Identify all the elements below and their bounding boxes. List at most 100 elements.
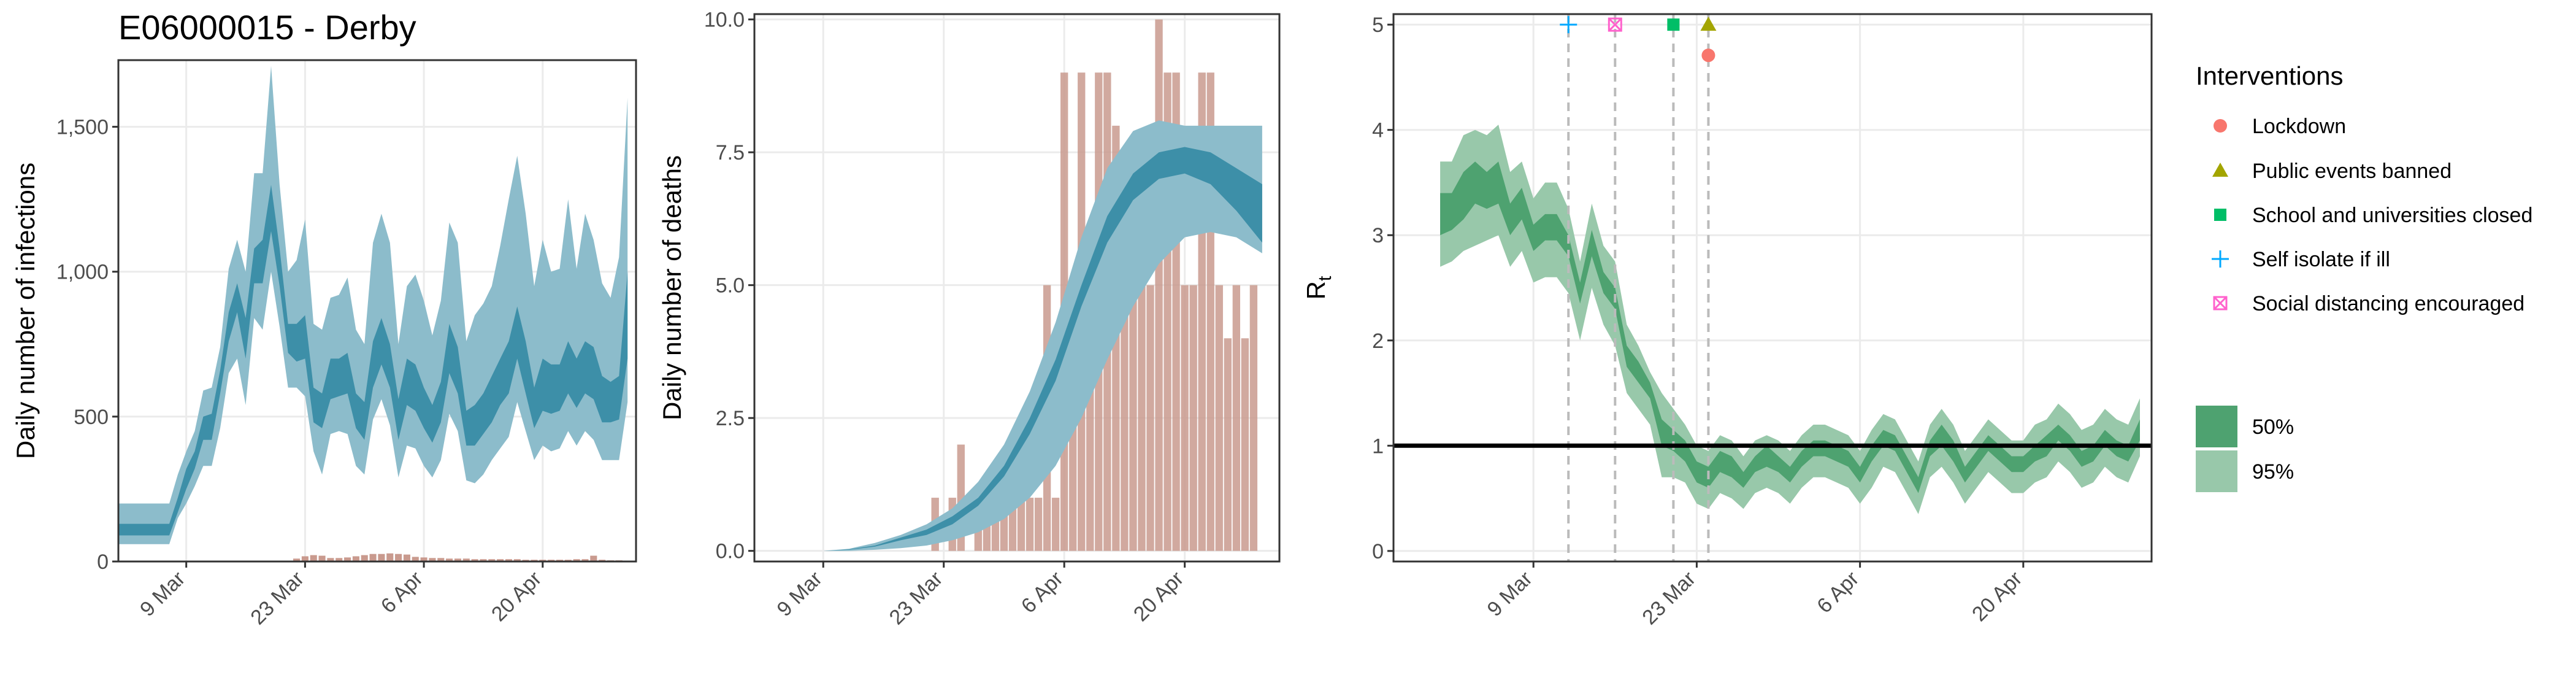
legend-band: 50% bbox=[2196, 406, 2294, 447]
legend-label: 50% bbox=[2252, 415, 2294, 439]
y-tick-label: 1 bbox=[1372, 434, 1384, 458]
panel-border bbox=[117, 59, 637, 563]
observed-death-bar bbox=[1189, 285, 1197, 551]
y-tick-label: 3 bbox=[1372, 224, 1384, 247]
observed-death-bar bbox=[1051, 498, 1060, 551]
y-axis-title: Rt bbox=[1301, 276, 1335, 299]
rt-95-band bbox=[1440, 125, 2140, 514]
observed-infection-bar bbox=[488, 559, 496, 561]
y-tick-label: 4 bbox=[1372, 119, 1384, 142]
x-tick-label: 9 Mar bbox=[773, 567, 827, 621]
observed-death-bar bbox=[1146, 285, 1154, 551]
x-tick-label: 6 Apr bbox=[1812, 567, 1863, 618]
x-tick-label: 6 Apr bbox=[1017, 567, 1068, 618]
observed-infection-bar bbox=[462, 558, 470, 561]
observed-infection-bar bbox=[361, 555, 368, 561]
y-tick-label: 500 bbox=[74, 406, 109, 429]
y-tick-label: 10.0 bbox=[704, 9, 745, 32]
y-tick-label: 0 bbox=[1372, 540, 1384, 563]
observed-infection-bar bbox=[293, 558, 301, 561]
y-axis-title: Daily number of infections bbox=[11, 163, 40, 459]
y-tick-label: 2.5 bbox=[716, 407, 745, 430]
x-tick-label: 9 Mar bbox=[136, 567, 190, 621]
legend: Interventions Lockdown Public events banne… bbox=[2196, 61, 2532, 492]
x-tick-label: 9 Mar bbox=[1483, 567, 1537, 621]
observed-infection-bar bbox=[395, 554, 402, 561]
observed-infection-bar bbox=[335, 558, 343, 561]
observed-death-bar bbox=[1224, 338, 1232, 551]
legend-item: Self isolate if ill bbox=[2212, 248, 2390, 271]
observed-death-bar bbox=[1241, 338, 1249, 551]
legend-marker bbox=[2212, 163, 2228, 177]
deaths-50-band bbox=[823, 147, 1262, 551]
intervention-marker bbox=[1701, 48, 1715, 63]
y-tick-label: 0.0 bbox=[716, 540, 745, 563]
legend-marker bbox=[2213, 296, 2228, 311]
observed-death-bar bbox=[1121, 285, 1129, 551]
y-tick-label: 7.5 bbox=[716, 141, 745, 164]
legend-label: Self isolate if ill bbox=[2252, 248, 2390, 271]
legend-label: Lockdown bbox=[2252, 115, 2346, 138]
legend-item: Public events banned bbox=[2212, 160, 2451, 183]
observed-death-bar bbox=[1025, 498, 1034, 551]
infections-50-band bbox=[118, 185, 628, 536]
x-tick-label: 6 Apr bbox=[377, 567, 427, 618]
intervention-marker bbox=[1608, 17, 1622, 32]
x-tick-label: 20 Apr bbox=[1968, 567, 2026, 626]
intervention-marker bbox=[1560, 16, 1577, 34]
legend-band: 95% bbox=[2196, 450, 2294, 492]
observed-infection-bar bbox=[437, 558, 445, 561]
observed-infection-bar bbox=[386, 553, 394, 561]
observed-infection-bar bbox=[369, 554, 377, 561]
observed-infection-bar bbox=[471, 559, 478, 561]
observed-infection-bar bbox=[573, 559, 580, 561]
panel-3: 0 1 2 3 4 5 9 Mar 23 Mar 6 Apr 20 Apr Rt bbox=[1301, 13, 2153, 630]
legend-label: Social distancing encouraged bbox=[2252, 292, 2524, 315]
y-axis-title-subscript: t bbox=[1315, 276, 1335, 281]
panel-border bbox=[753, 13, 1281, 563]
observed-infection-bar bbox=[446, 558, 453, 561]
observed-infection-bar bbox=[480, 559, 487, 561]
legend-label: Public events banned bbox=[2252, 160, 2451, 183]
observed-death-bar bbox=[1249, 285, 1258, 551]
legend-title: Interventions bbox=[2196, 61, 2343, 90]
x-tick-label: 23 Mar bbox=[1638, 567, 1700, 630]
observed-infection-bar bbox=[513, 559, 521, 561]
x-tick-label: 20 Apr bbox=[487, 567, 546, 626]
y-tick-label: 2 bbox=[1372, 330, 1384, 353]
observed-infection-bar bbox=[327, 558, 334, 561]
y-tick-label: 5.0 bbox=[716, 274, 745, 298]
legend-item: Social distancing encouraged bbox=[2213, 292, 2524, 315]
observed-infection-bar bbox=[378, 554, 385, 561]
x-tick-label: 20 Apr bbox=[1129, 567, 1188, 626]
panel-border bbox=[1392, 13, 2153, 563]
y-axis-title-main: R bbox=[1301, 281, 1330, 299]
legend-band-swatch bbox=[2196, 406, 2237, 447]
observed-infection-bar bbox=[581, 559, 589, 561]
observed-death-bar bbox=[1017, 498, 1025, 551]
legend-label: 95% bbox=[2252, 460, 2294, 484]
panel-2: 0.0 2.5 5.0 7.5 10.0 9 Mar 23 Mar 6 Apr 20 Apr Da… bbox=[657, 9, 1281, 630]
legend-marker bbox=[2214, 119, 2227, 133]
observed-infection-bar bbox=[429, 558, 436, 561]
intervention-marker bbox=[1700, 17, 1717, 31]
infections-95-band bbox=[118, 66, 628, 544]
observed-infection-bar bbox=[344, 557, 351, 561]
legend-band-swatch bbox=[2196, 450, 2237, 492]
observed-death-bar bbox=[1129, 285, 1137, 551]
observed-infection-bar bbox=[301, 556, 309, 561]
y-tick-label: 0 bbox=[97, 550, 109, 574]
observed-death-bar bbox=[1215, 285, 1223, 551]
observed-infection-bar bbox=[420, 557, 427, 561]
observed-infection-bar bbox=[310, 555, 317, 561]
y-tick-label: 1,500 bbox=[56, 116, 109, 139]
observed-infection-bar bbox=[497, 559, 504, 561]
x-tick-label: 23 Mar bbox=[885, 567, 948, 630]
x-tick-label: 23 Mar bbox=[246, 567, 309, 630]
legend-marker bbox=[2212, 250, 2229, 268]
intervention-marker bbox=[1667, 18, 1680, 31]
legend-item: School and universities closed bbox=[2214, 204, 2532, 227]
panel-1: 0 500 1,000 1,500 9 Mar 23 Mar 6 Apr 20 Apr E060… bbox=[11, 8, 637, 630]
legend-label: School and universities closed bbox=[2252, 204, 2532, 227]
